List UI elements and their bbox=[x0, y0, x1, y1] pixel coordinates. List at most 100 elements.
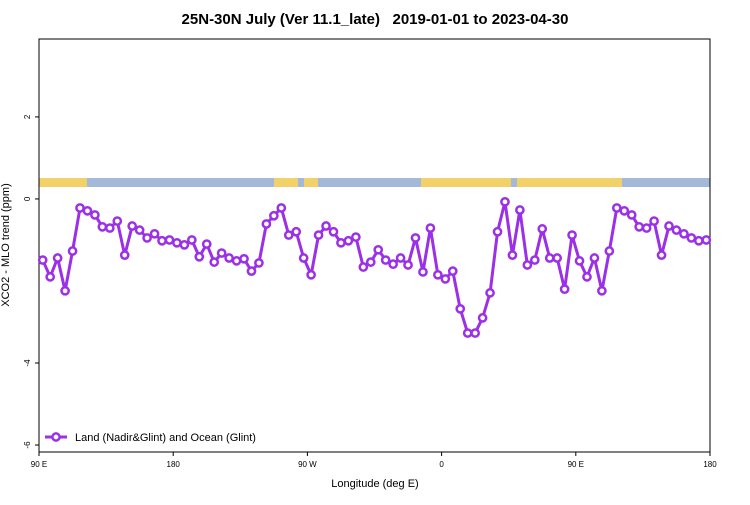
x-tick-label: 0 bbox=[439, 460, 444, 469]
data-point bbox=[336, 237, 346, 248]
data-point bbox=[433, 269, 443, 280]
data-point bbox=[380, 255, 391, 265]
data-point bbox=[283, 230, 294, 240]
data-point bbox=[90, 210, 100, 220]
land-strip bbox=[274, 178, 298, 187]
data-point bbox=[589, 253, 600, 263]
data-point bbox=[537, 224, 548, 234]
data-point bbox=[664, 221, 674, 231]
y-axis-label: XCO2 - MLO trend (ppm) bbox=[0, 183, 12, 306]
data-point bbox=[164, 235, 175, 245]
data-point bbox=[142, 233, 152, 243]
data-point bbox=[306, 269, 316, 280]
legend-label: Land (Nadir&Glint) and Ocean (Glint) bbox=[75, 432, 256, 444]
data-point bbox=[37, 255, 48, 265]
data-point bbox=[619, 205, 630, 216]
land-strip bbox=[39, 178, 87, 187]
data-point bbox=[82, 205, 93, 216]
data-point bbox=[231, 256, 242, 266]
chart-title: 25N-30N July (Ver 11.1_late) 2019-01-01 … bbox=[182, 11, 569, 28]
y-tick-label: 0 bbox=[23, 196, 32, 201]
x-tick-label: 90 E bbox=[568, 460, 584, 469]
data-point bbox=[186, 235, 197, 245]
data-point bbox=[75, 203, 85, 213]
data-point bbox=[641, 223, 652, 233]
x-tick-label: 90 W bbox=[298, 460, 317, 469]
data-point bbox=[104, 223, 115, 233]
data-point bbox=[671, 225, 682, 235]
data-point bbox=[522, 260, 533, 270]
data-point bbox=[515, 205, 525, 215]
data-point bbox=[656, 250, 667, 260]
data-point bbox=[559, 284, 570, 295]
data-point bbox=[395, 253, 406, 263]
data-point bbox=[425, 223, 436, 233]
data-point bbox=[418, 267, 428, 277]
land-ocean-strip bbox=[39, 178, 710, 187]
data-point bbox=[351, 232, 361, 242]
x-tick-label: 180 bbox=[703, 460, 717, 469]
data-point bbox=[403, 260, 413, 270]
data-point bbox=[321, 221, 331, 231]
data-point bbox=[626, 210, 637, 220]
legend-marker bbox=[51, 432, 61, 442]
data-point bbox=[194, 251, 205, 262]
data-point bbox=[45, 272, 56, 282]
data-point bbox=[470, 328, 480, 338]
x-axis-label: Longitude (deg E) bbox=[331, 478, 418, 490]
data-point bbox=[67, 246, 78, 256]
data-point bbox=[373, 244, 384, 255]
data-point bbox=[216, 248, 227, 258]
land-strip bbox=[517, 178, 622, 187]
data-point bbox=[679, 228, 689, 239]
data-point bbox=[328, 226, 339, 237]
data-point bbox=[604, 246, 615, 256]
data-point bbox=[567, 230, 577, 240]
data-point bbox=[97, 221, 108, 232]
x-tick-label: 90 E bbox=[31, 460, 47, 469]
data-point bbox=[365, 257, 376, 267]
data-point bbox=[209, 257, 220, 267]
data-point bbox=[485, 288, 495, 298]
data-point bbox=[246, 266, 257, 276]
data-point bbox=[388, 259, 398, 270]
data-point bbox=[157, 235, 167, 246]
ocean-strip bbox=[39, 178, 710, 187]
data-point bbox=[134, 225, 145, 235]
data-point bbox=[582, 272, 592, 282]
data-point bbox=[269, 210, 279, 221]
data-point bbox=[179, 240, 190, 250]
data-point bbox=[60, 285, 70, 296]
land-strip bbox=[304, 178, 318, 187]
data-point bbox=[149, 228, 160, 239]
data-point bbox=[574, 256, 585, 266]
data-point bbox=[119, 250, 130, 260]
data-point bbox=[410, 233, 421, 243]
data-point bbox=[276, 203, 287, 213]
data-point bbox=[112, 216, 123, 226]
data-point bbox=[686, 233, 697, 243]
data-point bbox=[343, 235, 354, 246]
x-tick-label: 180 bbox=[167, 460, 181, 469]
data-point bbox=[358, 262, 369, 272]
data-point bbox=[701, 235, 712, 245]
y-tick-label: 2 bbox=[23, 114, 32, 119]
data-point bbox=[693, 235, 704, 246]
data-point bbox=[254, 258, 264, 268]
data-point bbox=[492, 226, 503, 237]
data-point bbox=[477, 313, 488, 323]
data-point bbox=[649, 216, 659, 226]
data-point bbox=[634, 221, 645, 232]
data-point bbox=[313, 230, 324, 240]
data-point bbox=[298, 253, 309, 263]
data-point bbox=[440, 274, 451, 284]
data-point bbox=[201, 239, 212, 249]
data-point bbox=[529, 255, 540, 265]
data-point bbox=[291, 226, 302, 237]
data-point bbox=[447, 266, 458, 276]
y-tick-label: -4 bbox=[23, 359, 32, 367]
data-point bbox=[224, 253, 234, 263]
data-point bbox=[127, 221, 138, 231]
data-point bbox=[462, 328, 473, 338]
